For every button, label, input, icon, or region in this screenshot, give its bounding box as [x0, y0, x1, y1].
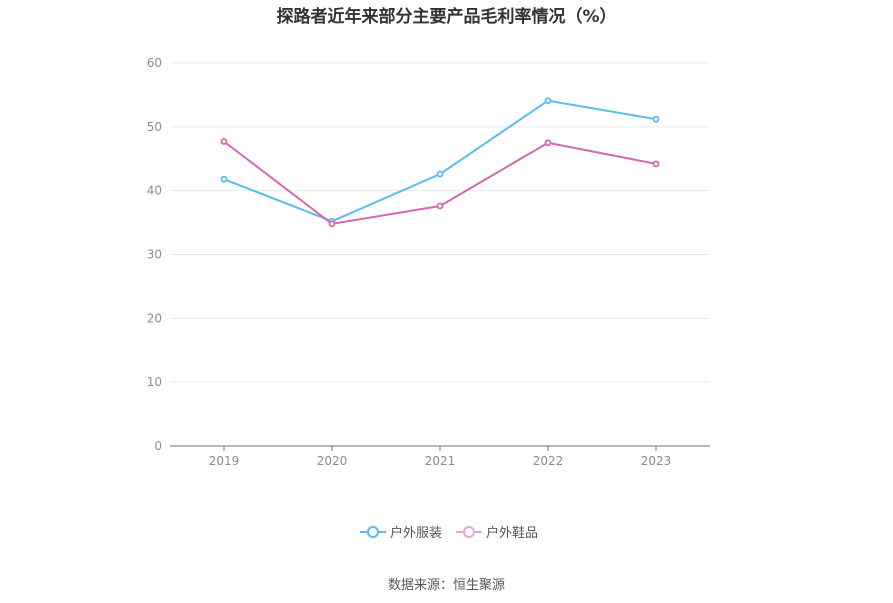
legend-marker-icon: [456, 525, 483, 538]
y-tick-label: 50: [147, 120, 162, 134]
x-tick-label: 2022: [533, 454, 564, 468]
x-tick-label: 2021: [425, 454, 456, 468]
y-tick-label: 30: [147, 248, 162, 262]
data-point[interactable]: [220, 175, 228, 183]
data-point[interactable]: [652, 115, 660, 123]
data-point[interactable]: [436, 170, 444, 178]
y-tick-label: 20: [147, 311, 162, 325]
legend-label: 户外服装: [390, 526, 443, 541]
series-lines: [220, 97, 660, 228]
series-line-2: [223, 140, 657, 225]
x-tick-label: 2020: [317, 454, 348, 468]
chart-title: 探路者近年来部分主要产品毛利率情况（%）: [276, 7, 617, 27]
y-tick-label: 0: [154, 439, 162, 453]
data-point[interactable]: [544, 139, 552, 147]
grid-lines: [170, 62, 710, 383]
y-tick-label: 10: [147, 375, 162, 389]
data-point[interactable]: [436, 202, 444, 210]
data-point[interactable]: [652, 160, 660, 168]
data-point[interactable]: [544, 97, 552, 105]
y-tick-label: 40: [147, 184, 162, 198]
x-tick-label: 2023: [641, 454, 672, 468]
legend: 户外服装 户外鞋品: [360, 522, 538, 541]
legend-item-series-2[interactable]: 户外鞋品: [456, 522, 538, 541]
data-point[interactable]: [220, 138, 228, 145]
source-note: 数据来源：恒生聚源: [387, 578, 505, 593]
tick-labels: 0 10 20 30 40 50 60 2019 2020 2021 2022 2023: [147, 56, 672, 468]
legend-marker-icon: [360, 525, 386, 538]
x-tick-label: 2019: [209, 454, 240, 468]
legend-item-series-1[interactable]: 户外服装: [360, 522, 442, 541]
y-tick-label: 60: [147, 56, 162, 70]
axes: [170, 445, 710, 451]
legend-label: 户外鞋品: [486, 526, 539, 541]
data-point[interactable]: [328, 220, 336, 228]
